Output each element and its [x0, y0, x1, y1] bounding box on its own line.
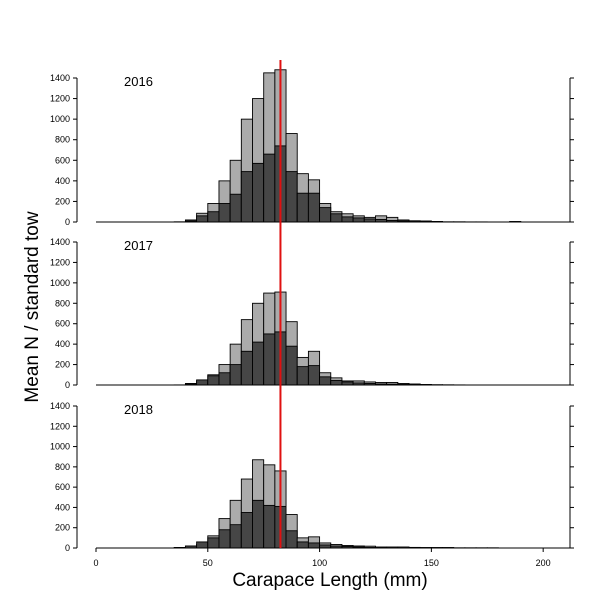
bar-dark-2017-85 [285, 345, 298, 386]
panel-label-2017: 2017 [124, 238, 153, 253]
panel-2017: 0 200 400 600 800 1000 1200 1400 2017 [50, 237, 574, 390]
bar-dark-2016-60 [229, 193, 242, 223]
y-tick-label-2018-400: 400 [55, 502, 70, 512]
bar-dark-2016-115 [352, 217, 365, 223]
bar-dark-2016-105 [330, 213, 343, 223]
y-tick-label-2016-400: 400 [55, 176, 70, 186]
y-tick-label-2016-1000: 1000 [50, 114, 70, 124]
x-tick-label-50: 50 [203, 558, 213, 568]
bar-dark-2017-60 [229, 364, 242, 386]
x-tick-label-150: 150 [424, 558, 439, 568]
x-axis-title: Carapace Length (mm) [232, 570, 427, 591]
panel-label-2018: 2018 [124, 402, 153, 417]
bar-dark-2017-70 [252, 341, 265, 386]
x-tick-label-100: 100 [312, 558, 327, 568]
y-tick-label-2018-1400: 1400 [50, 401, 70, 411]
bar-dark-2018-55 [218, 529, 231, 549]
y-tick-label-2017-0: 0 [65, 380, 70, 390]
bar-dark-2018-90 [296, 541, 309, 549]
bar-dark-2016-90 [296, 192, 309, 223]
bar-dark-2016-85 [285, 171, 298, 223]
bar-dark-2017-105 [330, 379, 343, 386]
y-tick-label-2017-600: 600 [55, 319, 70, 329]
y-tick-label-2017-200: 200 [55, 360, 70, 370]
bar-dark-2017-65 [240, 350, 253, 386]
bar-dark-2016-75 [263, 153, 276, 223]
bar-dark-2018-70 [252, 499, 265, 549]
bar-dark-2017-45 [196, 379, 209, 386]
y-tick-label-2018-0: 0 [65, 543, 70, 553]
bar-dark-2016-50 [207, 211, 220, 223]
panel-label-2016: 2016 [124, 74, 153, 89]
bar-dark-2018-45 [196, 541, 209, 549]
y-tick-label-2017-400: 400 [55, 339, 70, 349]
y-tick-label-2016-200: 200 [55, 196, 70, 206]
x-tick-label-200: 200 [536, 558, 551, 568]
bar-dark-2017-50 [207, 375, 220, 386]
y-tick-label-2016-0: 0 [65, 217, 70, 227]
y-tick-label-2016-1200: 1200 [50, 94, 70, 104]
panel-2018: 0 200 400 600 800 1000 1200 1400 2018 [50, 401, 574, 553]
y-tick-label-2018-200: 200 [55, 523, 70, 533]
bar-dark-2018-65 [240, 512, 253, 549]
bar-dark-2016-55 [218, 203, 231, 223]
bar-dark-2018-60 [229, 524, 242, 549]
bar-dark-2016-45 [196, 215, 209, 223]
bar-dark-2016-95 [307, 192, 321, 223]
bar-dark-2017-75 [263, 333, 276, 386]
y-tick-label-2017-800: 800 [55, 298, 70, 308]
y-tick-label-2017-1200: 1200 [50, 257, 70, 267]
bar-dark-2018-75 [263, 504, 276, 549]
bar-dark-2018-95 [307, 542, 321, 549]
bar-dark-2017-100 [319, 376, 332, 386]
bar-dark-2018-85 [285, 530, 298, 549]
bar-dark-2016-65 [240, 171, 253, 223]
bar-dark-2017-95 [307, 365, 321, 386]
bar-dark-2016-70 [252, 162, 265, 223]
bar-dark-2016-100 [319, 207, 332, 223]
y-tick-label-2017-1400: 1400 [50, 237, 70, 247]
x-tick-label-0: 0 [93, 558, 98, 568]
panel-2016: 0 200 400 600 800 1000 1200 1400 2016 [50, 69, 574, 227]
bar-dark-2018-50 [207, 537, 220, 549]
bar-dark-2017-90 [296, 366, 309, 386]
bar-dark-2017-55 [218, 372, 231, 386]
bar-dark-2016-110 [341, 216, 354, 223]
y-axis-title: Mean N / standard tow [22, 211, 43, 402]
y-tick-label-2018-800: 800 [55, 462, 70, 472]
y-tick-label-2018-600: 600 [55, 482, 70, 492]
y-tick-label-2016-1400: 1400 [50, 73, 70, 83]
y-tick-label-2018-1200: 1200 [50, 421, 70, 431]
y-tick-label-2016-800: 800 [55, 135, 70, 145]
y-tick-label-2018-1000: 1000 [50, 442, 70, 452]
y-tick-label-2016-600: 600 [55, 155, 70, 165]
y-tick-label-2017-1000: 1000 [50, 278, 70, 288]
